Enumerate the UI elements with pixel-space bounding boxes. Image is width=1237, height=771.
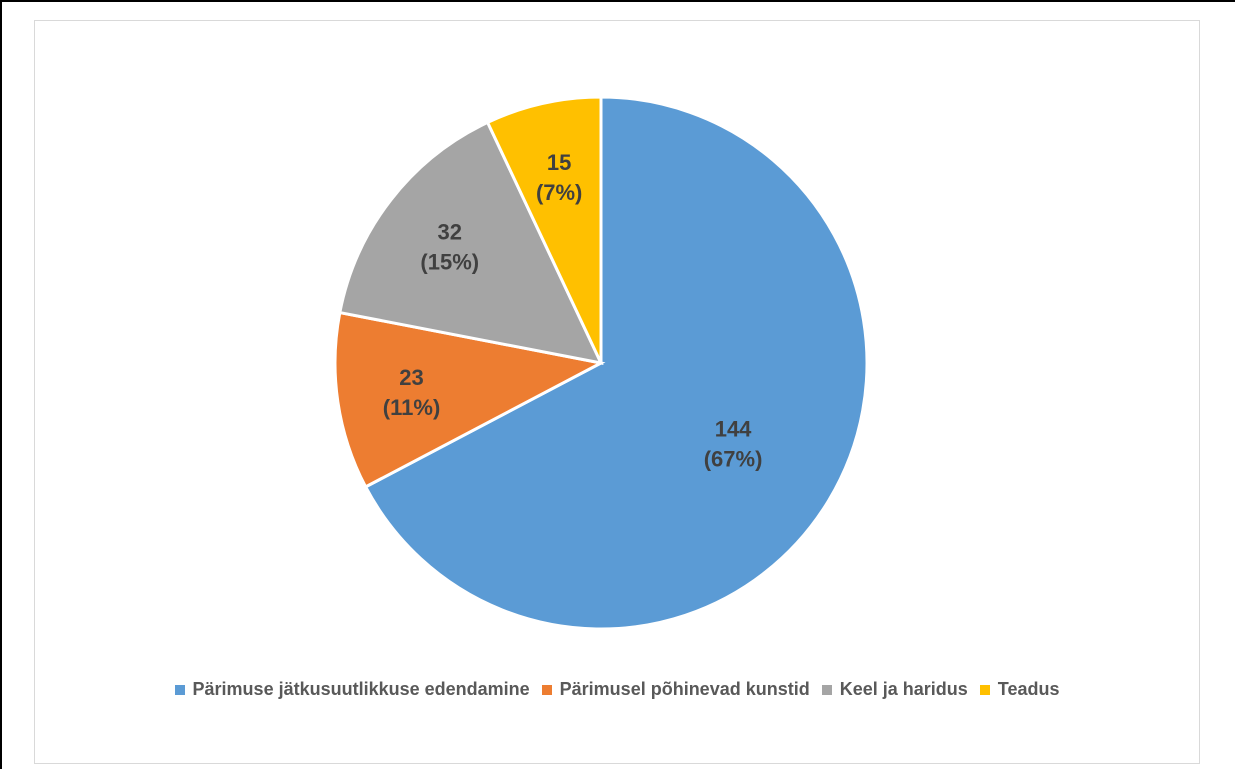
legend-swatch-3 — [821, 684, 832, 695]
pie-slice-4 — [485, 95, 603, 364]
legend-label-1: Pärimuse jätkusuutlikkuse edendamine — [192, 679, 530, 699]
pie-chart: 144 (67%) 23 (11%) 32 (15%) 15 (7%) — [333, 95, 869, 631]
legend-swatch-1 — [174, 684, 185, 695]
pie-slice-3 — [338, 120, 604, 366]
legend-swatch-2 — [541, 684, 552, 695]
slice-value-label-1: 144 — [715, 417, 752, 442]
legend-label-2: Pärimusel põhinevad kunstid — [559, 679, 810, 699]
legend-item-3: Keel ja haridus — [821, 679, 968, 700]
legend: Pärimuse jätkusuutlikkuse edendamine Pär… — [35, 679, 1199, 700]
chart-area: 144 (67%) 23 (11%) 32 (15%) 15 (7%) Pärimuse jä… — [34, 20, 1200, 764]
legend-swatch-4 — [979, 684, 990, 695]
pie-slice-2 — [333, 310, 606, 489]
slice-value-label-4: 15 — [547, 150, 571, 175]
slice-percent-label-2: (11%) — [383, 395, 440, 420]
legend-label-4: Teadus — [997, 679, 1060, 699]
slice-percent-label-4: (7%) — [536, 180, 582, 205]
legend-item-1: Pärimuse jätkusuutlikkuse edendamine — [174, 679, 530, 700]
legend-item-2: Pärimusel põhinevad kunstid — [541, 679, 810, 700]
slice-percent-label-3: (15%) — [420, 249, 479, 274]
slice-value-label-3: 32 — [438, 219, 462, 244]
legend-label-3: Keel ja haridus — [839, 679, 968, 699]
legend-item-4: Teadus — [979, 679, 1060, 700]
pie-slice-1 — [363, 95, 869, 631]
slice-percent-label-1: (67%) — [704, 447, 763, 472]
slice-value-label-2: 23 — [399, 365, 423, 390]
